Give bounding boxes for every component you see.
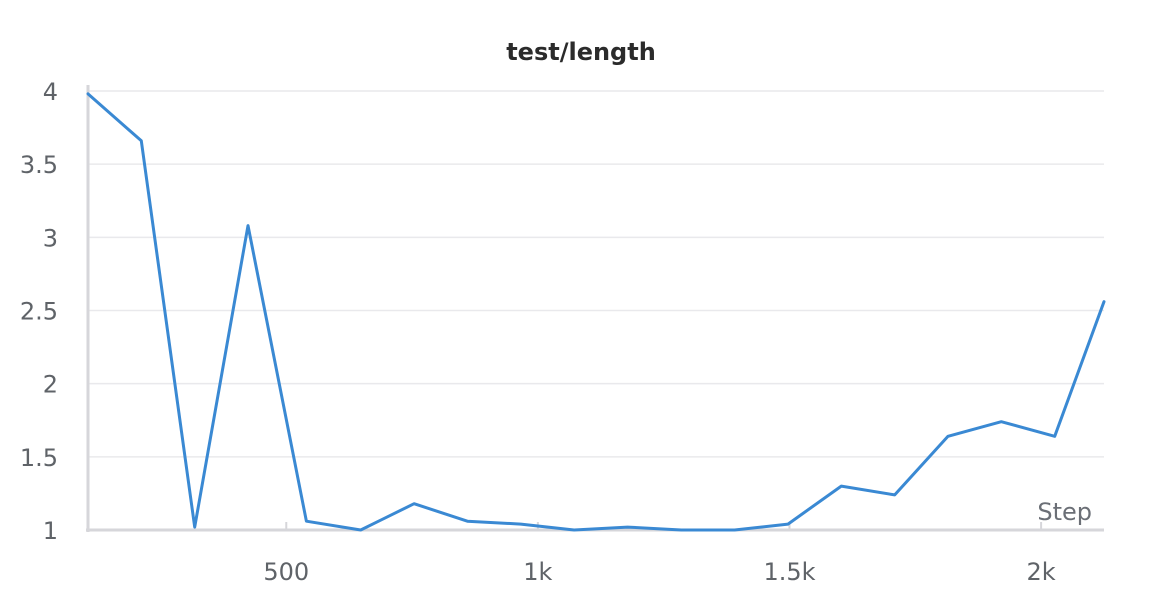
y-tick-label: 1 bbox=[43, 517, 58, 545]
x-axis-label: Step bbox=[1037, 498, 1092, 526]
series-layer bbox=[86, 92, 1106, 532]
x-tick-label: 1k bbox=[523, 558, 552, 586]
tick-layer: 1 1.5 2 2.5 3 3.5 4 500 1k 1.5k 2k bbox=[20, 78, 1056, 586]
y-tick-label: 2.5 bbox=[20, 298, 58, 326]
grid-layer bbox=[88, 90, 1104, 458]
x-tick-label: 1.5k bbox=[763, 558, 815, 586]
series-line-0 bbox=[86, 92, 1106, 532]
y-tick-label: 3 bbox=[43, 224, 58, 252]
x-tick-label: 2k bbox=[1027, 558, 1056, 586]
y-tick-label: 2 bbox=[43, 371, 58, 399]
axis-layer bbox=[86, 85, 1104, 532]
y-tick-label: 1.5 bbox=[20, 444, 58, 472]
y-tick-label: 4 bbox=[43, 78, 58, 106]
x-tick-label: 500 bbox=[263, 558, 309, 586]
chart-title: test/length bbox=[506, 38, 656, 66]
y-tick-label: 3.5 bbox=[20, 151, 58, 179]
